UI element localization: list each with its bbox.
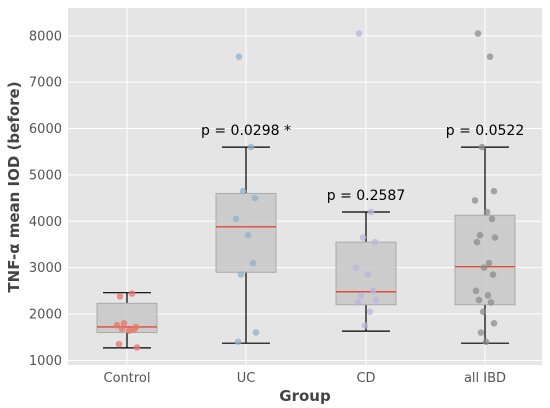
p-value-label: p = 0.2587 bbox=[327, 188, 406, 204]
data-point bbox=[480, 264, 488, 271]
x-tick-label: Control bbox=[104, 371, 151, 386]
y-tick-label: 8000 bbox=[29, 29, 62, 44]
data-point bbox=[237, 271, 245, 278]
data-point bbox=[239, 187, 247, 195]
data-point bbox=[234, 338, 242, 346]
data-point bbox=[489, 271, 497, 278]
data-point bbox=[366, 308, 374, 315]
data-point bbox=[115, 340, 123, 348]
points-group bbox=[113, 30, 499, 351]
data-point bbox=[130, 326, 138, 334]
data-point bbox=[125, 327, 133, 334]
data-point bbox=[473, 238, 481, 246]
box-3 bbox=[454, 214, 516, 306]
y-tick-labels: 1000 2000 3000 4000 5000 6000 7000 8000 bbox=[29, 29, 62, 369]
data-point bbox=[474, 30, 482, 37]
box-group bbox=[96, 146, 516, 349]
data-point bbox=[354, 299, 362, 306]
data-point bbox=[235, 53, 243, 60]
x-tick-label: all IBD bbox=[464, 371, 506, 386]
data-point bbox=[244, 231, 252, 239]
data-point bbox=[247, 143, 255, 151]
data-point bbox=[478, 143, 486, 151]
data-point bbox=[486, 53, 494, 60]
data-point bbox=[364, 271, 372, 278]
data-point bbox=[371, 238, 379, 246]
data-point bbox=[490, 187, 498, 195]
data-point bbox=[116, 293, 124, 300]
y-tick-label: 2000 bbox=[29, 308, 62, 323]
annotations-group: p = 0.0298 * p = 0.2587 p = 0.0522 bbox=[201, 123, 524, 204]
data-point bbox=[128, 290, 136, 297]
data-point bbox=[484, 292, 492, 299]
data-point bbox=[355, 30, 363, 37]
data-point bbox=[476, 231, 484, 239]
data-point bbox=[471, 197, 479, 204]
x-axis-title: Group bbox=[279, 387, 331, 405]
data-point bbox=[120, 319, 128, 327]
data-point bbox=[475, 296, 483, 304]
data-point bbox=[357, 292, 365, 299]
x-tick-labels: Control UC CD all IBD bbox=[104, 371, 507, 386]
data-point bbox=[369, 287, 377, 295]
data-point bbox=[118, 325, 126, 333]
data-point bbox=[133, 344, 141, 351]
y-tick-label: 5000 bbox=[29, 168, 62, 183]
data-point bbox=[485, 259, 493, 267]
data-point bbox=[252, 329, 260, 336]
data-point bbox=[488, 215, 496, 223]
data-point bbox=[482, 338, 490, 346]
data-point bbox=[490, 319, 498, 327]
data-point bbox=[352, 264, 360, 271]
x-tick-label: CD bbox=[356, 371, 375, 386]
y-axis-title: TNF-α mean IOD (before) bbox=[5, 81, 23, 292]
data-point bbox=[487, 299, 495, 306]
data-point bbox=[491, 234, 499, 241]
y-tick-label: 3000 bbox=[29, 261, 62, 276]
y-tick-label: 1000 bbox=[29, 354, 62, 369]
x-tick-label: UC bbox=[237, 371, 256, 386]
p-value-label: p = 0.0522 bbox=[446, 123, 525, 139]
data-point bbox=[113, 321, 121, 329]
p-value-label: p = 0.0298 * bbox=[201, 123, 291, 139]
data-point bbox=[372, 296, 380, 304]
data-point bbox=[251, 194, 259, 202]
y-tick-label: 6000 bbox=[29, 122, 62, 137]
data-point bbox=[477, 329, 485, 336]
y-tick-label: 4000 bbox=[29, 215, 62, 230]
data-point bbox=[359, 234, 367, 241]
data-point bbox=[483, 208, 491, 216]
data-point bbox=[479, 308, 487, 315]
data-point bbox=[361, 322, 369, 329]
data-point bbox=[472, 287, 480, 295]
data-point bbox=[367, 208, 375, 216]
data-point bbox=[232, 215, 240, 223]
data-point bbox=[249, 259, 257, 267]
y-tick-label: 7000 bbox=[29, 76, 62, 91]
